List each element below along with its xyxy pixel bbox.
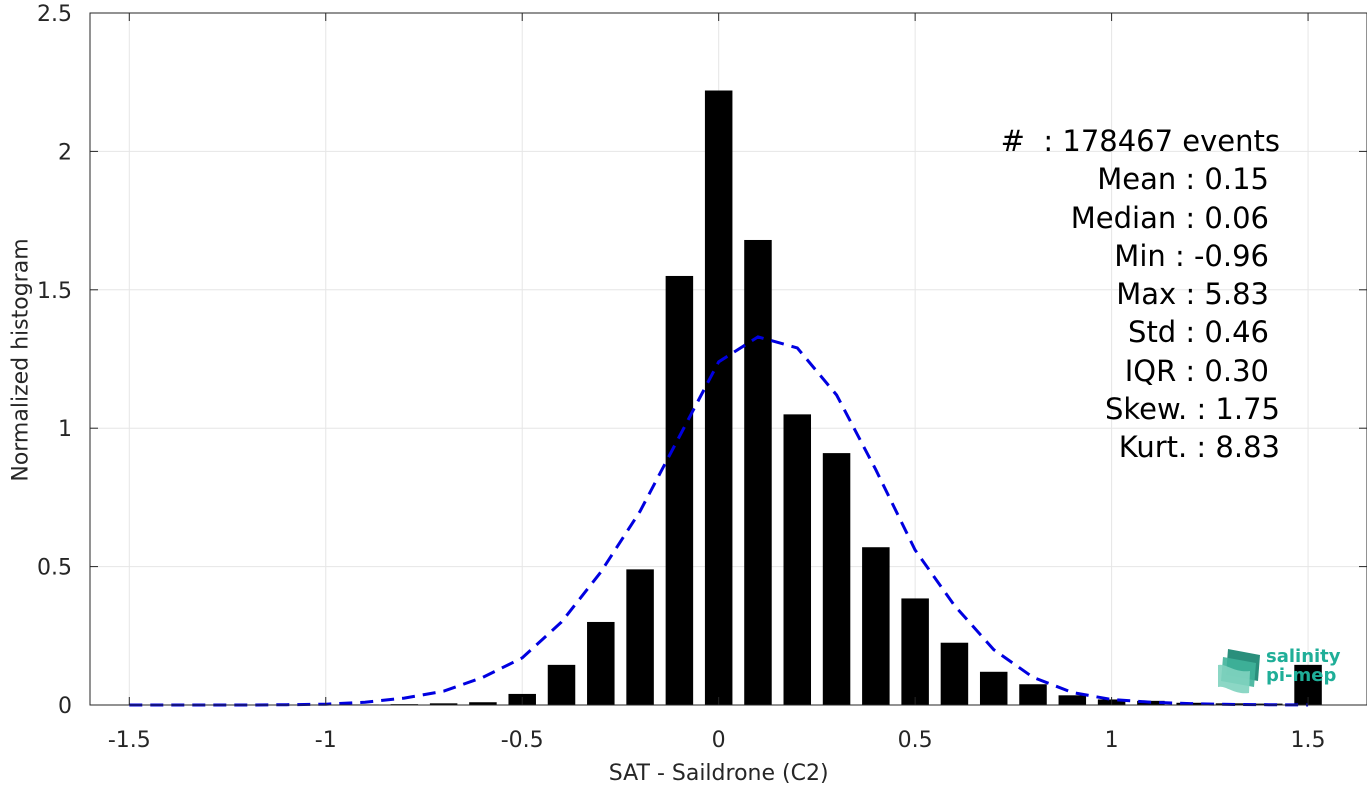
statistics-box: # : 178467 events Mean : 0.15 Median : 0… (900, 122, 1280, 467)
histogram-bar (1058, 695, 1087, 705)
histogram-bar (547, 664, 576, 705)
stat-std: Std : 0.46 (1128, 315, 1269, 350)
histogram-bar (940, 642, 969, 705)
stat-max: Max : 5.83 (1116, 277, 1269, 312)
histogram-bar (626, 569, 654, 705)
y-tick-label: 2 (58, 140, 72, 165)
x-tick-label: -1 (315, 728, 337, 753)
stat-min: Min : -0.96 (1114, 238, 1269, 273)
logo-line-1: salinity (1266, 646, 1341, 667)
histogram-bar (744, 239, 772, 705)
y-tick-label: 0 (58, 694, 72, 719)
axis-ticks: -1.5 -1 -0.5 0 0.5 1 1.5 0 0.5 1 1.5 2 2.5 (37, 2, 1367, 753)
y-tick-label: 0.5 (37, 556, 72, 581)
histogram-bar (783, 414, 812, 705)
salinity-pimep-logo: salinity pi-mep (1216, 647, 1346, 697)
y-tick-label: 1 (58, 417, 72, 442)
histogram-bar (862, 547, 890, 705)
histogram-bar (901, 598, 929, 705)
histogram-bar (469, 702, 497, 705)
histogram-bar (822, 453, 851, 705)
histogram-bar (587, 621, 615, 705)
x-tick-label: -1.5 (108, 728, 151, 753)
histogram-bar (429, 703, 458, 705)
y-axis-label: Normalized histogram (9, 238, 34, 481)
histogram-bars (312, 90, 1322, 705)
histogram-bar (665, 275, 694, 705)
x-tick-label: -0.5 (501, 728, 544, 753)
x-tick-label: 0.5 (898, 728, 933, 753)
histogram-bar (979, 671, 1008, 705)
stat-mean: Mean : 0.15 (1097, 162, 1269, 197)
x-tick-label: 0 (712, 728, 726, 753)
stat-iqr: IQR : 0.30 (1124, 353, 1269, 388)
logo-text: salinity pi-mep (1266, 647, 1341, 685)
stat-count: # : 178467 events (1000, 124, 1280, 158)
x-tick-label: 1.5 (1291, 728, 1326, 753)
stat-skew: Skew. : 1.75 (1104, 392, 1280, 427)
y-tick-label: 1.5 (37, 279, 72, 304)
x-tick-label: 1 (1105, 728, 1119, 753)
axes-box (89, 12, 1367, 706)
logo-line-2: pi-mep (1266, 665, 1337, 686)
stat-median: Median : 0.06 (1070, 200, 1269, 235)
y-tick-label: 2.5 (37, 2, 72, 27)
x-axis-label: SAT - Saildrone (C2) (609, 761, 829, 785)
histogram-bar (704, 90, 733, 705)
stat-kurt: Kurt. : 8.83 (1118, 430, 1280, 465)
histogram-bar (1019, 684, 1047, 705)
wave-layers-icon (1218, 649, 1260, 694)
